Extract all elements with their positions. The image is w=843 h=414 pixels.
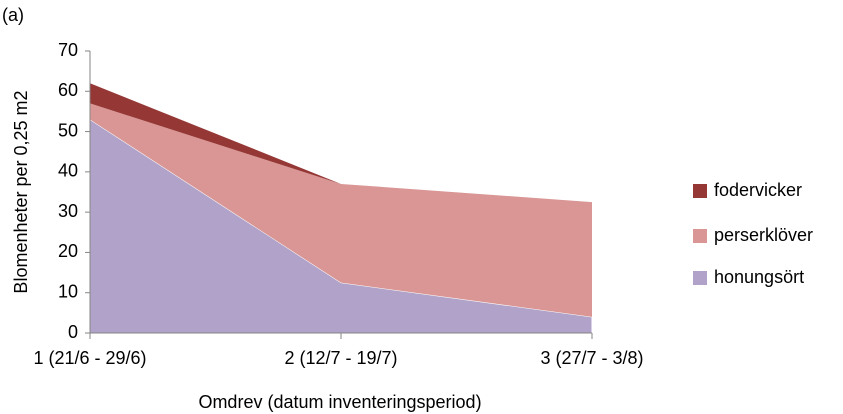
y-tick-label: 0 (68, 322, 78, 342)
x-tick-label: 2 (12/7 - 19/7) (284, 348, 397, 368)
x-axis-label: Omdrev (datum inventeringsperiod) (198, 392, 481, 412)
legend-label: perserklöver (714, 225, 813, 245)
y-tick-label: 60 (58, 80, 78, 100)
y-tick-label: 30 (58, 201, 78, 221)
legend-swatch (693, 229, 707, 243)
x-tick-label: 1 (21/6 - 29/6) (33, 348, 146, 368)
legend-label: honungsört (714, 267, 804, 287)
y-tick-label: 10 (58, 281, 78, 301)
y-tick-label: 70 (58, 40, 78, 60)
y-tick-label: 20 (58, 241, 78, 261)
legend-swatch (693, 184, 707, 198)
legend-swatch (693, 271, 707, 285)
annotation: (a) (2, 5, 24, 25)
x-tick-label: 3 (27/7 - 3/8) (540, 348, 643, 368)
area (90, 103, 592, 317)
y-axis-label: Blomenheter per 0,25 m2 (11, 90, 31, 293)
y-tick-label: 40 (58, 161, 78, 181)
legend-label: fodervicker (714, 180, 802, 200)
y-tick-label: 50 (58, 120, 78, 140)
